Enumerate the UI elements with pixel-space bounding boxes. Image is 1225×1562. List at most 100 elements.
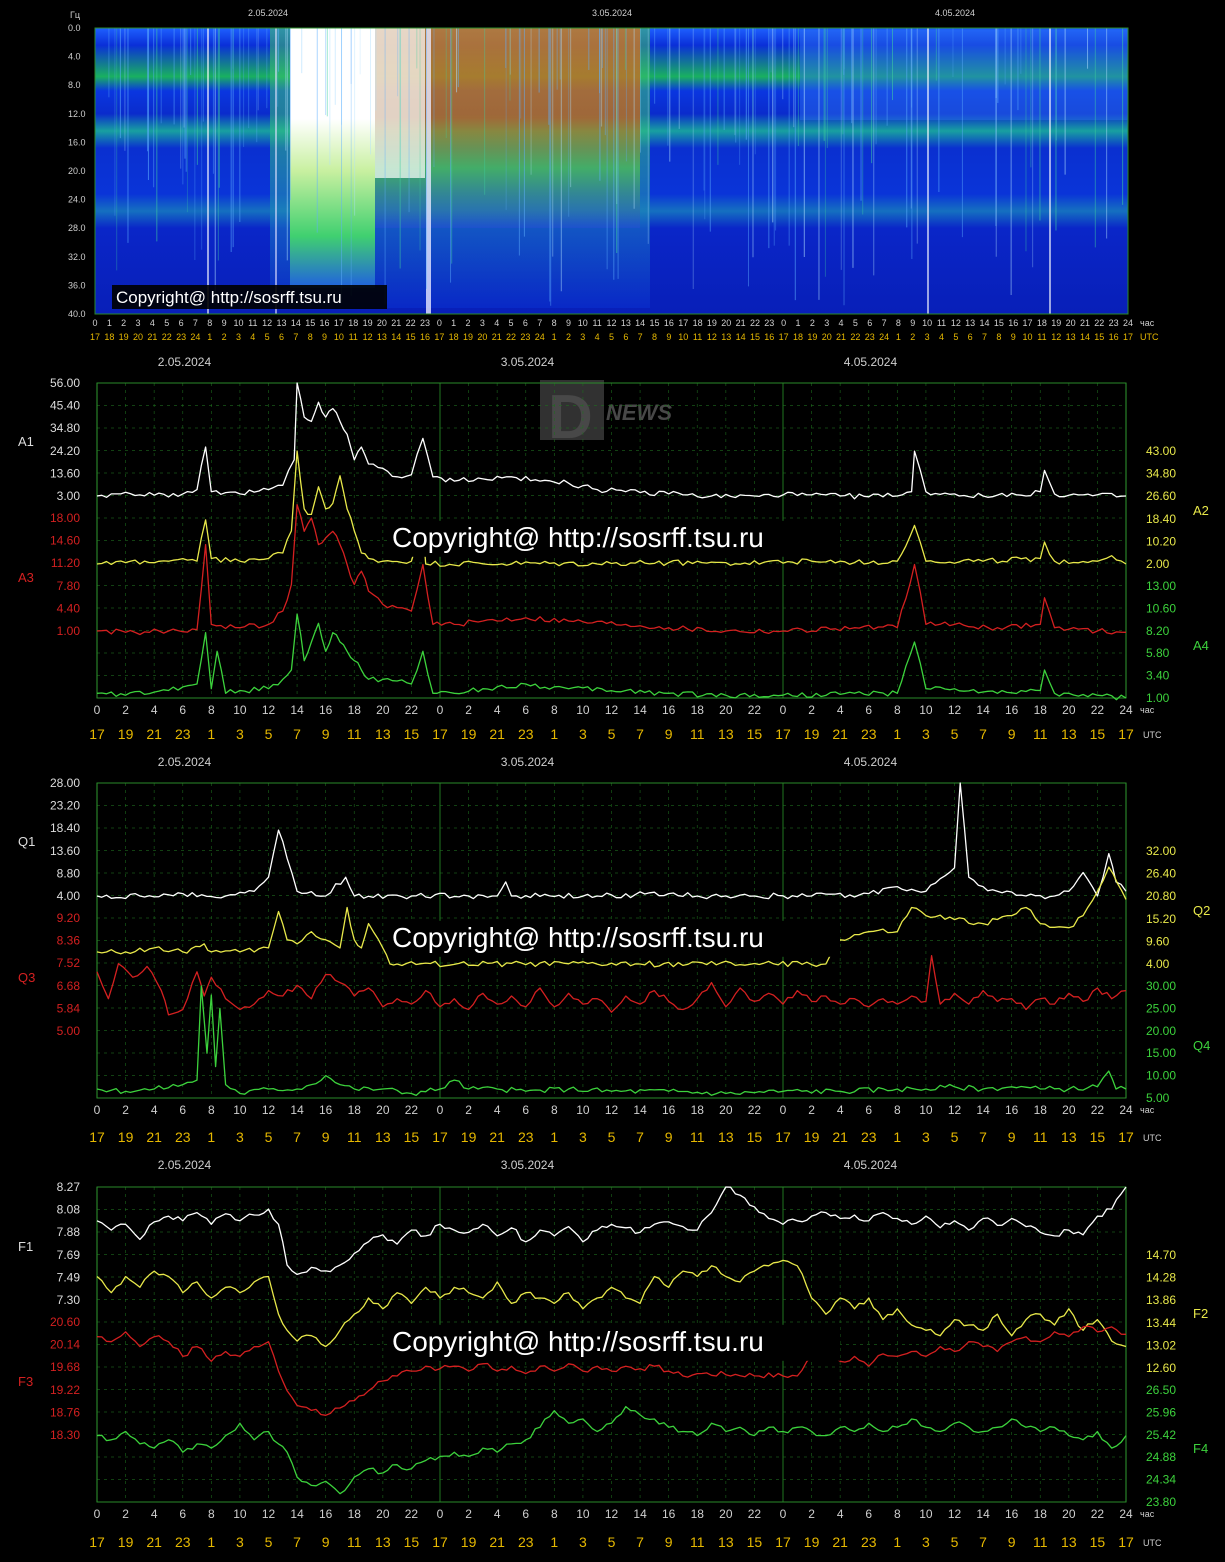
series-line-f1 [96, 1186, 1127, 1276]
spectrogram-hour-label: 20 [1066, 318, 1076, 328]
utc-unit-label: UTC [1143, 1133, 1162, 1143]
utc-tick-label: 17 [89, 1534, 105, 1550]
utc-tick-label: 23 [861, 1129, 877, 1145]
utc-tick-label: 13 [375, 1129, 391, 1145]
hour-tick-label: 20 [376, 703, 390, 717]
spectrogram-utc-label: 14 [391, 332, 401, 342]
frequency-tick-label: 32.0 [68, 252, 86, 262]
spectrogram-utc-label: 15 [406, 332, 416, 342]
panel-date-label: 2.05.2024 [158, 355, 212, 369]
y-tick-label-f4: 25.96 [1146, 1405, 1176, 1419]
frequency-tick-label: 36.0 [68, 280, 86, 290]
series-label-a3: A3 [18, 570, 34, 585]
utc-tick-label: 5 [265, 1534, 273, 1550]
hour-tick-label: 14 [976, 703, 990, 717]
spectrogram-hour-label: 23 [1109, 318, 1119, 328]
spectrogram-date-1: 2.05.2024 [248, 8, 288, 18]
spectrogram-utc-label: 3 [580, 332, 585, 342]
spectrogram-watermark-bg [112, 285, 387, 309]
spectrogram-hour-label: 4 [494, 318, 499, 328]
y-tick-label-a3: 1.00 [57, 624, 81, 638]
series-line-f4 [96, 1405, 1127, 1495]
hour-tick-label: 12 [262, 1103, 276, 1117]
hour-tick-label: 2 [808, 1103, 815, 1117]
spectrogram-utc-label: 23 [865, 332, 875, 342]
spectrogram-utc-label: 23 [520, 332, 530, 342]
y-tick-label-q3: 7.52 [57, 956, 81, 970]
hour-tick-label: 24 [1119, 1103, 1133, 1117]
y-tick-label-a1: 34.80 [50, 421, 80, 435]
spectrogram-hour-label: 15 [650, 318, 660, 328]
y-tick-label-f3: 20.60 [50, 1315, 80, 1329]
y-tick-label-a3: 4.40 [57, 601, 81, 615]
hour-tick-label: 6 [522, 1103, 529, 1117]
series-label-f2: F2 [1193, 1306, 1208, 1321]
y-tick-label-a2: 34.80 [1146, 467, 1176, 481]
utc-tick-label: 11 [1033, 726, 1048, 742]
utc-tick-label: 11 [690, 1129, 705, 1145]
spectrogram-panel: Гц 0.0 4.0 8.0 12.0 16.0 20.0 24.0 28.0 32.0 36.0… [68, 8, 1159, 342]
y-tick-label-a1: 24.20 [50, 444, 80, 458]
utc-tick-label: 7 [293, 726, 301, 742]
y-tick-label-a2: 18.40 [1146, 512, 1176, 526]
utc-tick-label: 5 [265, 1129, 273, 1145]
spectrogram-utc-label: 8 [996, 332, 1001, 342]
spectrogram-utc-label: 17 [434, 332, 444, 342]
spectrogram-hour-label: 5 [853, 318, 858, 328]
hour-tick-label: 0 [437, 1507, 444, 1521]
hour-tick-label: 8 [894, 1103, 901, 1117]
watermark-background [388, 520, 840, 557]
spectrogram-hour-label: 8 [552, 318, 557, 328]
y-tick-label-a2: 2.00 [1146, 557, 1170, 571]
utc-tick-label: 7 [636, 726, 644, 742]
hour-tick-label: 14 [633, 1103, 647, 1117]
hour-tick-label: 0 [94, 1103, 101, 1117]
spectrogram-hour-label: 14 [980, 318, 990, 328]
y-tick-label-f4: 23.80 [1146, 1495, 1176, 1509]
utc-tick-label: 5 [951, 1129, 959, 1145]
hour-tick-label: 14 [290, 1507, 304, 1521]
spectrogram-utc-label: 22 [850, 332, 860, 342]
panel-date-label: 3.05.2024 [501, 755, 555, 769]
spectrogram-hour-label: 3 [136, 318, 141, 328]
panel-date-label: 2.05.2024 [158, 755, 212, 769]
hour-tick-label: 12 [262, 1507, 276, 1521]
series-label-q2: Q2 [1193, 903, 1210, 918]
y-tick-label-q3: 9.20 [57, 911, 81, 925]
logo-block [540, 380, 604, 440]
y-tick-label-q1: 28.00 [50, 776, 80, 790]
hour-tick-label: 18 [348, 1507, 362, 1521]
y-tick-label-f3: 18.76 [50, 1405, 80, 1419]
hour-tick-label: 4 [494, 703, 501, 717]
spectrogram-hour-label: 18 [693, 318, 703, 328]
utc-tick-label: 21 [489, 726, 505, 742]
spectrogram-hour-label: 16 [664, 318, 674, 328]
spectrogram-utc-label: 15 [750, 332, 760, 342]
spectrogram-hour-label: 9 [222, 318, 227, 328]
spectrogram-utc-label: 18 [449, 332, 459, 342]
spectrogram-hour-label: 12 [951, 318, 961, 328]
panel-date-label: 3.05.2024 [501, 355, 555, 369]
utc-tick-label: 5 [608, 726, 616, 742]
hour-tick-label: 16 [1005, 1103, 1019, 1117]
y-tick-label-q4: 20.00 [1146, 1024, 1176, 1038]
utc-tick-label: 11 [1033, 1534, 1048, 1550]
hour-tick-label: 2 [808, 1507, 815, 1521]
utc-tick-label: 13 [718, 1534, 734, 1550]
hour-tick-label: 14 [976, 1507, 990, 1521]
utc-tick-label: 3 [922, 1534, 930, 1550]
spectrogram-hour-label: 10 [922, 318, 932, 328]
y-tick-label-f1: 7.69 [57, 1248, 81, 1262]
utc-tick-label: 19 [461, 726, 477, 742]
utc-tick-label: 15 [404, 1129, 420, 1145]
utc-tick-label: 9 [1008, 1129, 1016, 1145]
utc-tick-label: 11 [690, 726, 705, 742]
hour-tick-label: 20 [376, 1103, 390, 1117]
series-line-q2 [96, 866, 1127, 968]
spectrogram-hour-label: 7 [193, 318, 198, 328]
spectrogram-hour-label: 22 [750, 318, 760, 328]
spectrogram-utc-label: 10 [334, 332, 344, 342]
y-tick-label-f1: 7.49 [57, 1270, 81, 1284]
utc-tick-label: 9 [322, 1129, 330, 1145]
hour-tick-label: 18 [691, 1507, 705, 1521]
